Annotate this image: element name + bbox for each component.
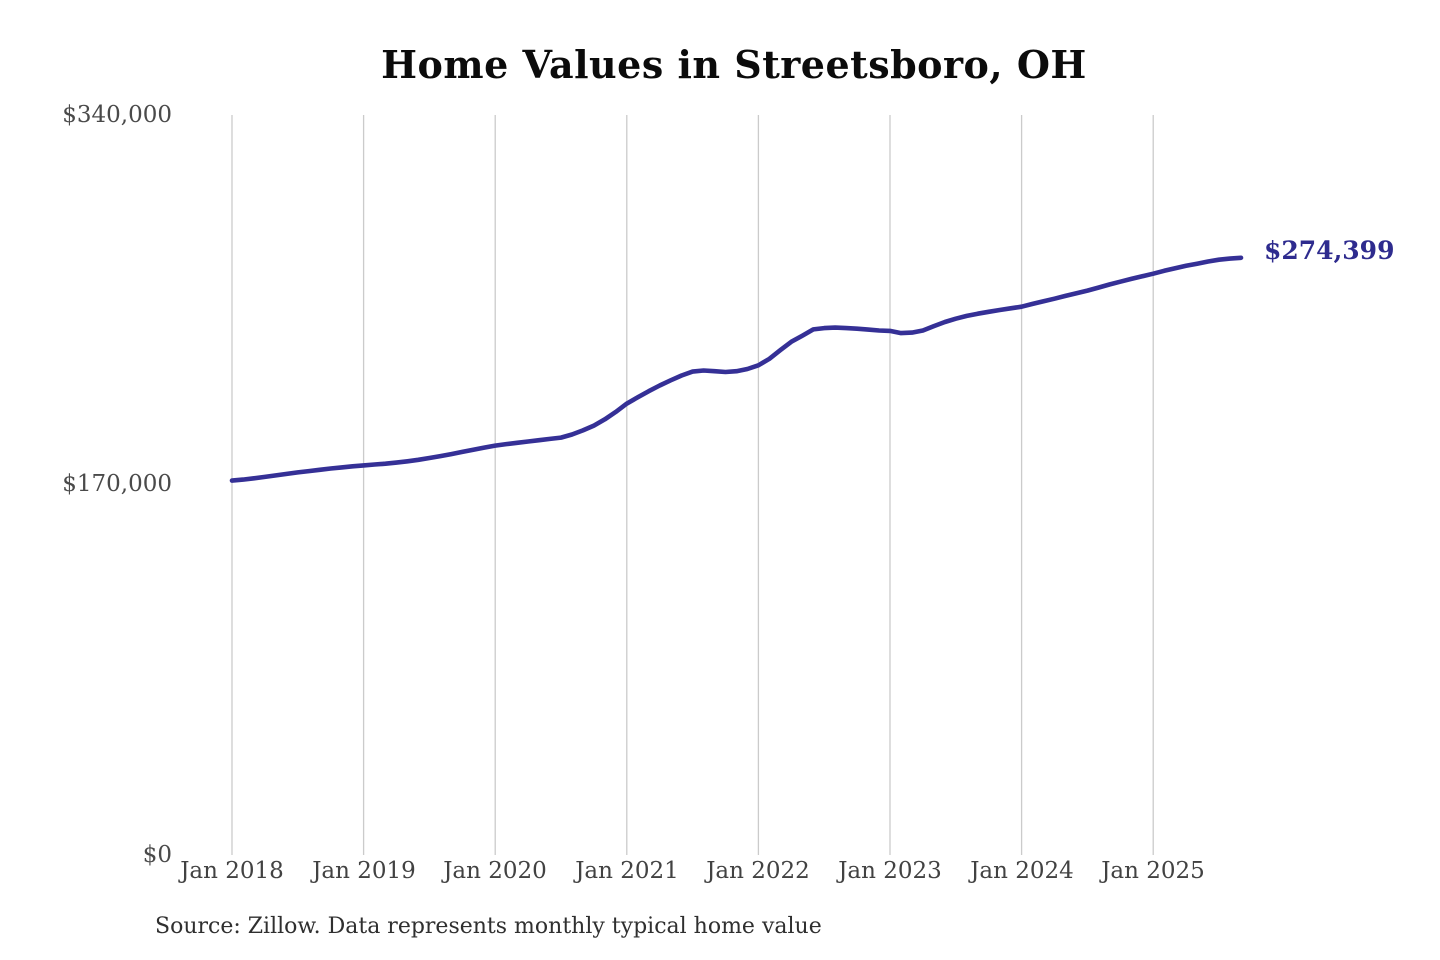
home-value-series-line [229,255,1244,483]
x-axis-label-jan-2024: Jan 2024 [970,858,1074,884]
y-axis-label-0: $0 [142,842,172,868]
x-axis-label-jan-2025: Jan 2025 [1101,858,1205,884]
y-axis-label-340000: $340,000 [62,102,172,128]
y-axis-label-170000: $170,000 [62,471,172,497]
source-note: Source: Zillow. Data represents monthly … [155,914,822,939]
x-axis-label-jan-2022: Jan 2022 [706,858,810,884]
x-axis-label-jan-2019: Jan 2019 [312,858,416,884]
x-axis-label-jan-2023: Jan 2023 [838,858,942,884]
x-axis-label-jan-2018: Jan 2018 [180,858,284,884]
x-axis-label-jan-2020: Jan 2020 [443,858,547,884]
latest-value-label: $274,399 [1264,236,1395,265]
chart-title: Home Values in Streetsboro, OH [381,42,1087,87]
x-axis-label-jan-2021: Jan 2021 [575,858,679,884]
